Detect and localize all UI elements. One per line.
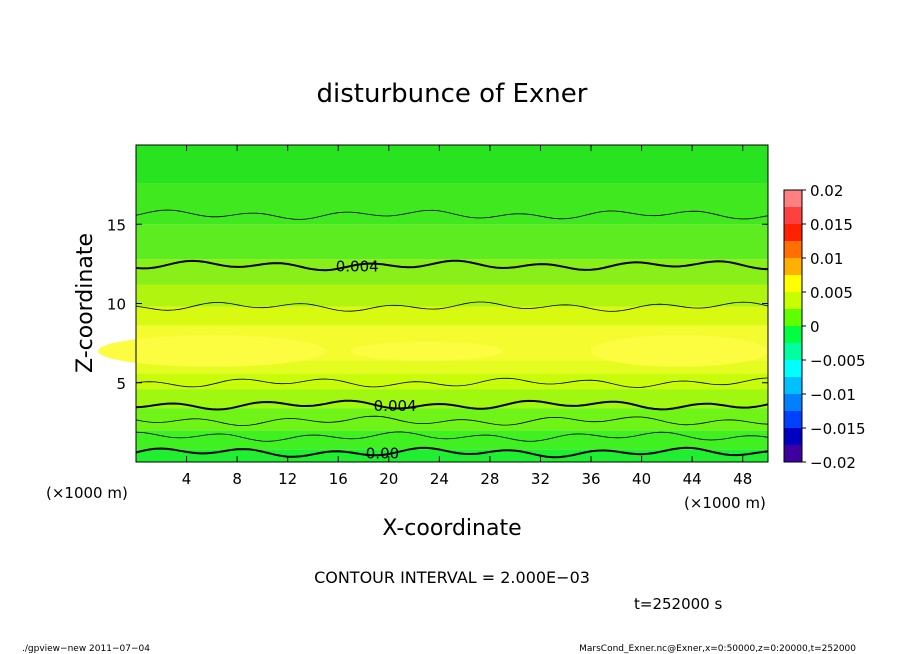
- colorbar-level-15: [784, 445, 802, 462]
- colorbar-tick-label: −0.01: [810, 386, 856, 404]
- field-band-4: [136, 373, 768, 390]
- contour-0: [135, 446, 769, 459]
- contour-lines: 0.00 0.004 0.004: [135, 209, 769, 462]
- plot-area: [98, 145, 769, 462]
- contour-2: [135, 415, 769, 426]
- field-band-11: [136, 183, 768, 225]
- colorbar-level-5: [784, 275, 802, 292]
- footer-left: ./gpview−new 2011−07−04: [22, 644, 150, 654]
- colorbar-tick-label: 0.01: [810, 250, 843, 268]
- y-axis: 5 10 15: [107, 216, 768, 393]
- colorbar-level-12: [784, 394, 802, 411]
- field-band-5: [136, 360, 768, 374]
- colorbar-level-8: [784, 326, 802, 343]
- footer-right: MarsCond_Exner.nc@Exner,x=0:50000,z=0:20…: [579, 644, 856, 654]
- field-band-0: [136, 449, 768, 462]
- colorbar-level-10: [784, 360, 802, 377]
- colorbar-level-0: [784, 190, 802, 207]
- y-tick-label: 15: [107, 216, 126, 234]
- x-tick-label: 20: [379, 470, 398, 488]
- colorbar-level-14: [784, 428, 802, 445]
- x-tick-label: 32: [531, 470, 550, 488]
- colorbar-level-9: [784, 343, 802, 360]
- contour-label-3: 0.004: [374, 397, 417, 415]
- x-axis: 4 8 12 16 20 24 28 32 36 40 44 48: [182, 145, 752, 488]
- contour-4: [135, 377, 769, 388]
- field-band-12: [136, 145, 768, 184]
- y-axis-label: Z-coordinate: [73, 233, 98, 373]
- x-tick-label: 44: [683, 470, 702, 488]
- colorbar-tick-label: 0.015: [810, 216, 853, 234]
- x-unit-left: (×1000 m): [46, 484, 128, 502]
- colorbar-level-11: [784, 377, 802, 394]
- colorbar-level-13: [784, 411, 802, 428]
- y-tick-label: 5: [116, 375, 126, 393]
- contour-7: [135, 209, 769, 220]
- field-band-3: [136, 389, 768, 409]
- field-band-9: [136, 259, 768, 285]
- field-band-2: [136, 408, 768, 431]
- x-tick-label: 28: [480, 470, 499, 488]
- colorbar-tick-label: 0.02: [810, 182, 843, 200]
- colorbar-tick-label: 0.005: [810, 284, 853, 302]
- max-blob-0: [98, 335, 326, 367]
- x-tick-label: 12: [278, 470, 297, 488]
- colorbar-tick-label: 0: [810, 318, 820, 336]
- y-tick-label: 10: [107, 296, 126, 314]
- x-tick-label: 48: [733, 470, 752, 488]
- x-axis-label: X-coordinate: [382, 516, 521, 541]
- max-blob-2: [591, 335, 769, 367]
- contour-interval: CONTOUR INTERVAL = 2.000E−03: [314, 568, 590, 587]
- colorbar-tick-label: −0.005: [810, 352, 866, 370]
- max-blob-1: [350, 341, 503, 361]
- x-tick-label: 8: [232, 470, 242, 488]
- field-band-7: [136, 306, 768, 326]
- x-tick-label: 36: [581, 470, 600, 488]
- colorbar-level-1: [784, 207, 802, 224]
- max-region: [98, 335, 769, 367]
- colorbar-level-6: [784, 292, 802, 309]
- colorbar-tick-label: −0.015: [810, 420, 866, 438]
- x-tick-label: 4: [182, 470, 192, 488]
- colorbar-ticks: 0.02 0.015 0.01 0.005 0 −0.005 −0.01 −0.015 −0.0…: [802, 182, 866, 472]
- field-band-10: [136, 224, 768, 260]
- colorbar-level-7: [784, 309, 802, 326]
- colorbar-tick-label: −0.02: [810, 454, 856, 472]
- x-tick-label: 24: [430, 470, 449, 488]
- x-tick-label: 16: [329, 470, 348, 488]
- contour-6: [135, 259, 769, 272]
- contour-3: [135, 399, 769, 411]
- x-tick-label: 40: [632, 470, 651, 488]
- contour-label-0: 0.00: [366, 444, 399, 462]
- colorbar-level-3: [784, 241, 802, 258]
- field-band-1: [136, 430, 768, 450]
- field-band-8: [136, 284, 768, 307]
- chart-title: disturbunce of Exner: [317, 79, 588, 109]
- contour-label-6: 0.004: [336, 257, 379, 275]
- colorbar-level-4: [784, 258, 802, 275]
- x-unit-right: (×1000 m): [684, 494, 766, 512]
- contour-5: [135, 301, 769, 312]
- colorbar: [784, 190, 802, 462]
- contour-1: [135, 431, 769, 442]
- time-label: t=252000 s: [634, 595, 722, 613]
- colorbar-level-2: [784, 224, 802, 241]
